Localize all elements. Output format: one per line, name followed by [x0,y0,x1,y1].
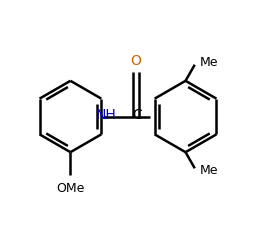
Text: C: C [132,108,142,122]
Text: O: O [131,54,141,68]
Text: OMe: OMe [56,182,85,195]
Text: Me: Me [199,56,218,69]
Text: Me: Me [199,164,218,177]
Text: NH: NH [95,108,116,122]
